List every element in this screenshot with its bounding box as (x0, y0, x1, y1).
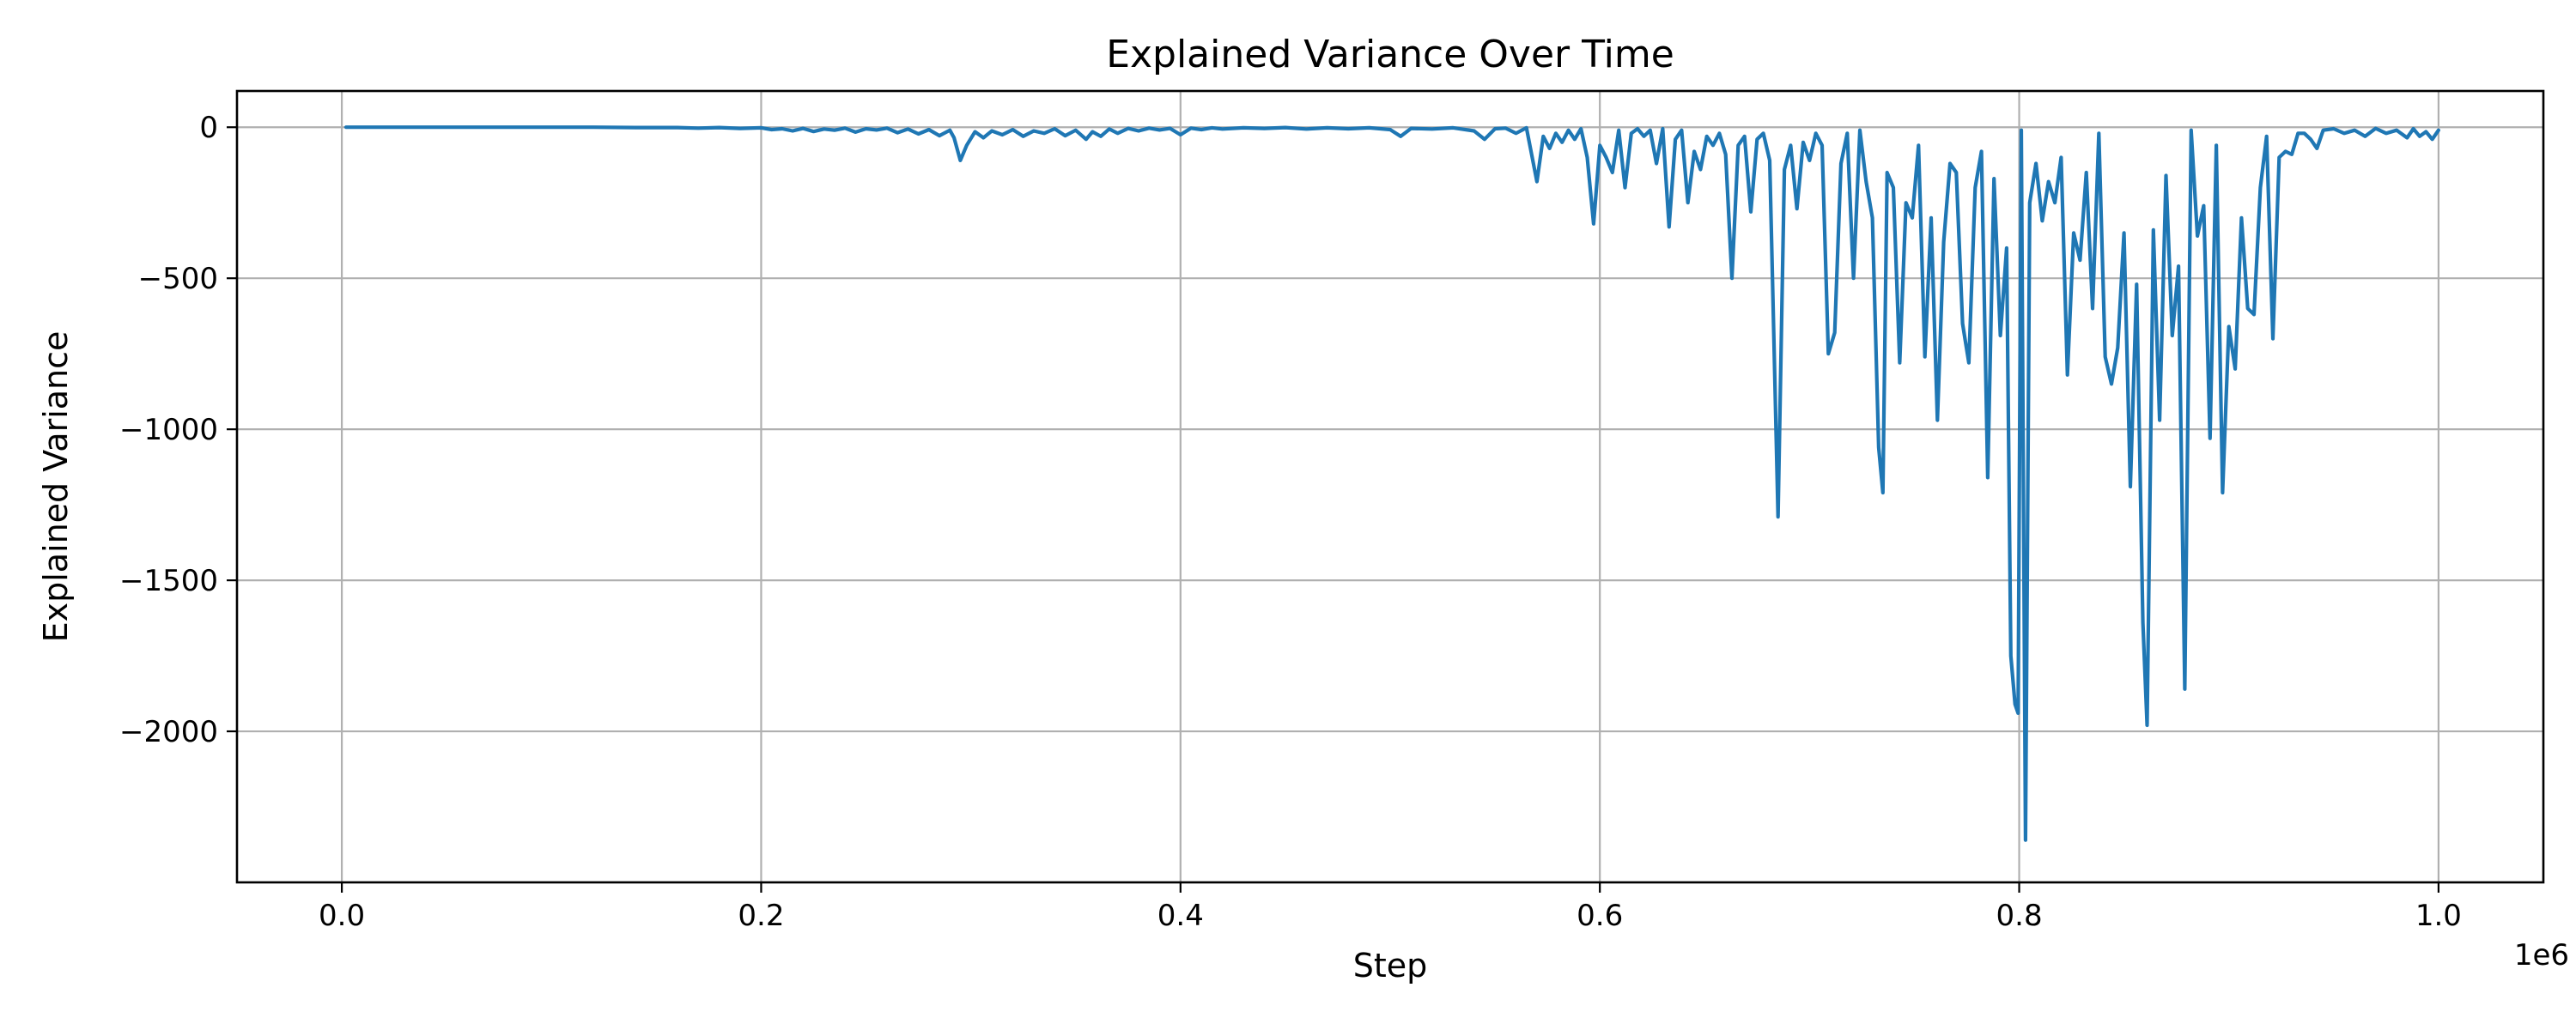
grid-layer (237, 91, 2543, 882)
y-axis-label: Explained Variance (37, 331, 75, 643)
x-tick-label: 1.0 (2415, 899, 2462, 933)
y-tick-label: −500 (138, 262, 218, 296)
x-axis-label: Step (1353, 947, 1428, 985)
x-tick-label: 0.0 (319, 899, 365, 933)
plot-frame (235, 89, 2545, 884)
x-tick-label: 0.8 (1996, 899, 2043, 933)
tick-layer: 0.0 0.2 0.4 0.6 0.8 1.0 0 −500 −1000 −1500 −2000 (119, 111, 2462, 933)
x-axis-offset-label: 1e6 (2514, 938, 2569, 972)
y-tick-label: −1000 (119, 413, 218, 447)
x-tick-label: 0.6 (1577, 899, 1623, 933)
y-tick-label: −1500 (119, 564, 218, 598)
series-layer (343, 125, 2440, 842)
y-tick-label: 0 (199, 111, 218, 145)
x-tick-label: 0.4 (1157, 899, 1204, 933)
y-tick-label: −2000 (119, 715, 218, 749)
x-tick-label: 0.2 (738, 899, 784, 933)
chart-title: Explained Variance Over Time (1106, 33, 1674, 76)
explained-variance-series-line (343, 125, 2440, 842)
